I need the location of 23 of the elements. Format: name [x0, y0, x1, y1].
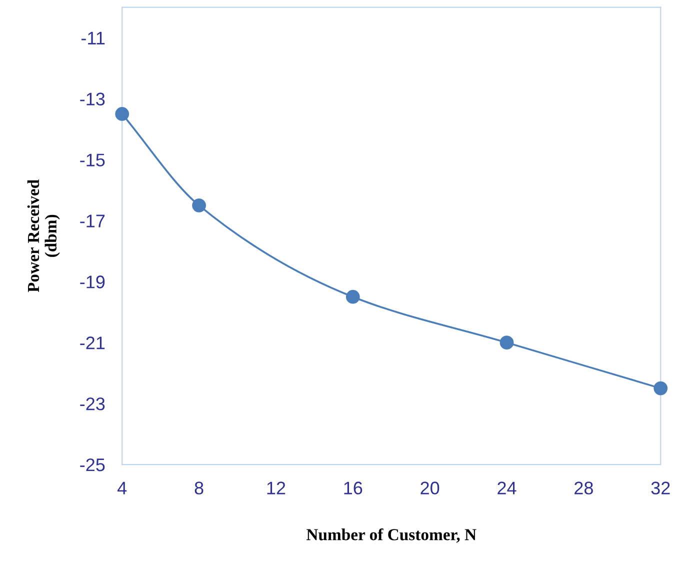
point [654, 381, 668, 396]
x-tick-label: 16 [344, 482, 362, 494]
y-tick-label: -21 [80, 336, 105, 350]
y-axis-title: Power Received (dbm) [27, 180, 60, 292]
x-tick-label: 32 [651, 482, 670, 494]
y-tick-label: -13 [80, 92, 105, 106]
y-tick-label: -15 [80, 154, 105, 166]
point [192, 198, 206, 212]
point [500, 336, 514, 350]
y-tick-label: -25 [80, 458, 105, 472]
point [346, 290, 360, 304]
x-tick-label: 20 [420, 482, 440, 494]
x-tick-label: 4 [118, 482, 127, 494]
x-tick-label: 24 [498, 482, 516, 494]
x-tick-label: 12 [267, 482, 286, 494]
y-tick-label: -17 [80, 214, 105, 228]
x-tick-label: 8 [194, 482, 204, 494]
y-tick-label: -11 [81, 32, 105, 44]
point [115, 107, 130, 121]
y-tick-label: -23 [80, 397, 105, 410]
x-axis-title: Number of Customer, N [306, 528, 476, 543]
x-tick-label: 28 [574, 482, 593, 494]
y-tick-label: -19 [80, 276, 105, 288]
